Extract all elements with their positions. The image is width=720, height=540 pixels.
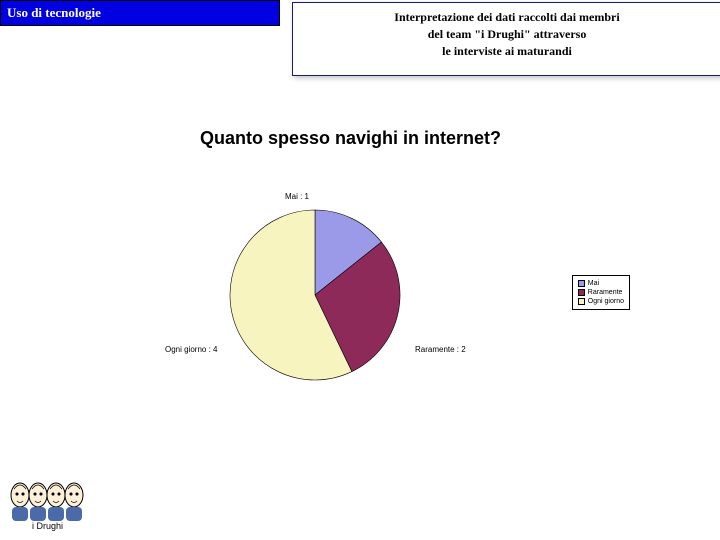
- chart-legend: Mai Raramente Ogni giorno: [572, 275, 630, 310]
- slice-label-mai: Mai : 1: [285, 192, 309, 201]
- legend-item: Mai: [578, 279, 624, 288]
- legend-swatch-ogni-giorno: [578, 298, 585, 305]
- page-title: Uso di tecnologie: [7, 5, 101, 20]
- description-line-2: del team "i Drughi" attraverso: [317, 26, 697, 43]
- legend-item: Ogni giorno: [578, 297, 624, 306]
- legend-swatch-mai: [578, 280, 585, 287]
- team-logo: i Drughi: [6, 477, 96, 532]
- description-line-1: Interpretazione dei dati raccolti dai me…: [317, 9, 697, 26]
- description-box: Interpretazione dei dati raccolti dai me…: [292, 2, 720, 76]
- slice-label-ogni-giorno: Ogni giorno : 4: [165, 345, 217, 354]
- legend-label: Raramente: [588, 288, 623, 297]
- page-title-box: Uso di tecnologie: [0, 0, 280, 26]
- header: Uso di tecnologie Interpretazione dei da…: [0, 0, 720, 80]
- legend-label: Ogni giorno: [588, 297, 624, 306]
- slice-label-raramente: Raramente : 2: [415, 345, 466, 354]
- pie-svg: [225, 205, 405, 385]
- logo-caption: i Drughi: [32, 521, 63, 531]
- chart-question: Quanto spesso navighi in internet?: [200, 128, 501, 149]
- legend-swatch-raramente: [578, 289, 585, 296]
- legend-label: Mai: [588, 279, 599, 288]
- legend-item: Raramente: [578, 288, 624, 297]
- pie-chart: Mai : 1 Raramente : 2 Ogni giorno : 4 Ma…: [170, 190, 600, 420]
- people-icon: i Drughi: [6, 477, 96, 532]
- pie-wrap: [225, 205, 405, 385]
- description-line-3: le interviste ai maturandi: [317, 43, 697, 60]
